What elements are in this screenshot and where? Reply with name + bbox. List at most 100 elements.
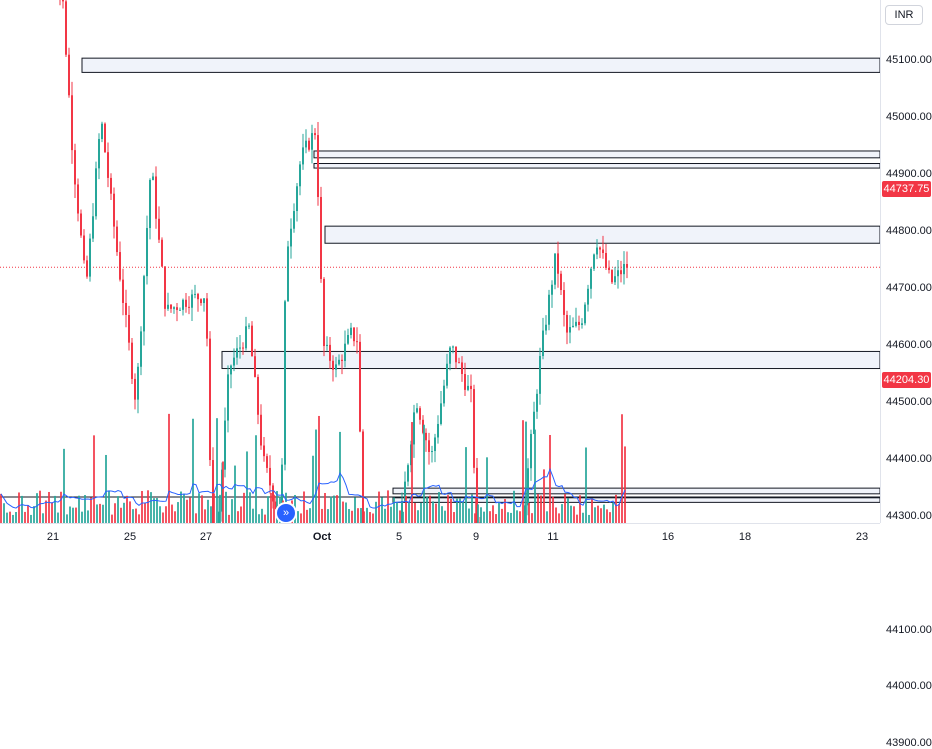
candle-body bbox=[209, 338, 211, 461]
volume-bar bbox=[375, 501, 377, 523]
volume-bar bbox=[147, 490, 149, 523]
candle-body bbox=[308, 140, 310, 150]
volume-bar bbox=[615, 494, 617, 523]
candle-body bbox=[539, 356, 541, 394]
volume-bar bbox=[561, 504, 563, 523]
volume-bar bbox=[396, 502, 398, 523]
volume-bar bbox=[414, 503, 416, 523]
volume-bar bbox=[120, 507, 122, 523]
candle-body bbox=[74, 150, 76, 185]
price-label: 45100.00 bbox=[886, 54, 932, 66]
price-label: 44500.00 bbox=[886, 395, 932, 408]
volume-bar bbox=[417, 510, 419, 523]
candle-body bbox=[614, 276, 616, 283]
volume-bar bbox=[450, 499, 452, 523]
volume-bar bbox=[306, 509, 308, 523]
candle-body bbox=[413, 412, 415, 445]
volume-bar bbox=[384, 508, 386, 523]
currency-button[interactable]: INR bbox=[885, 5, 923, 25]
volume-bar bbox=[504, 499, 506, 523]
volume-bar bbox=[60, 491, 62, 523]
candle-body bbox=[563, 290, 565, 315]
price-chart[interactable] bbox=[0, 0, 880, 523]
volume-bar bbox=[315, 429, 317, 523]
candle-body bbox=[203, 298, 205, 304]
volume-bar bbox=[207, 499, 209, 523]
candle-body bbox=[431, 451, 433, 453]
volume-bar bbox=[42, 513, 44, 523]
price-label: 44600.00 bbox=[886, 338, 932, 351]
candle-body bbox=[317, 135, 319, 197]
volume-bar bbox=[36, 493, 38, 523]
volume-bar bbox=[129, 501, 131, 523]
candle-body bbox=[356, 341, 358, 343]
supply-demand-zone bbox=[81, 57, 880, 73]
candle-body bbox=[620, 270, 622, 275]
volume-bar bbox=[27, 505, 29, 523]
candle-body bbox=[572, 325, 574, 328]
scroll-to-realtime-button[interactable]: » bbox=[275, 502, 297, 523]
candle-body bbox=[425, 432, 427, 441]
candle-body bbox=[191, 294, 193, 308]
volume-bar bbox=[378, 491, 380, 523]
volume-bar bbox=[186, 499, 188, 523]
volume-bar bbox=[477, 504, 479, 523]
volume-bar bbox=[588, 514, 590, 523]
volume-bar bbox=[606, 509, 608, 523]
chart-area[interactable]: » bbox=[0, 0, 880, 523]
volume-bar bbox=[492, 505, 494, 523]
volume-bar bbox=[309, 508, 311, 523]
candle-body bbox=[257, 376, 259, 415]
candle-body bbox=[188, 306, 190, 308]
price-label: 45000.00 bbox=[886, 110, 932, 123]
volume-bar bbox=[57, 512, 59, 523]
volume-bar bbox=[270, 492, 272, 523]
volume-bar bbox=[102, 504, 104, 523]
volume-bar bbox=[519, 511, 521, 523]
volume-bar bbox=[345, 502, 347, 523]
volume-bar bbox=[87, 510, 89, 523]
volume-bar bbox=[30, 514, 32, 523]
candle-body bbox=[533, 411, 535, 434]
volume-bar bbox=[63, 448, 65, 523]
volume-bar bbox=[141, 490, 143, 523]
price-scale[interactable]: INR 45100.00 45000.00 44900.00 44800.00 4470… bbox=[880, 0, 932, 749]
current-price-tag: 44737.75 bbox=[882, 181, 931, 197]
volume-moving-average bbox=[0, 467, 626, 509]
volume-bar bbox=[54, 495, 56, 523]
candle-body bbox=[284, 301, 286, 465]
candle-body bbox=[185, 299, 187, 307]
time-label: 23 bbox=[855, 531, 869, 543]
candle-body bbox=[527, 468, 529, 506]
volume-bar bbox=[303, 491, 305, 523]
volume-bar bbox=[213, 493, 215, 523]
candle-body bbox=[446, 363, 448, 386]
price-label: 44800.00 bbox=[886, 224, 932, 237]
volume-bar bbox=[348, 509, 350, 523]
candle-body bbox=[542, 330, 544, 357]
candle-body bbox=[605, 252, 607, 268]
volume-bar bbox=[198, 493, 200, 523]
volume-bar bbox=[168, 413, 170, 523]
candle-body bbox=[440, 403, 442, 424]
candle-body bbox=[611, 270, 613, 283]
candle-body bbox=[455, 346, 457, 363]
candle-body bbox=[296, 186, 298, 212]
candle-body bbox=[251, 325, 253, 357]
price-label: 44300.00 bbox=[886, 509, 932, 522]
volume-bar bbox=[522, 420, 524, 523]
volume-bar bbox=[516, 510, 518, 523]
volume-bar bbox=[159, 506, 161, 523]
price-label: 43900.00 bbox=[886, 737, 932, 749]
volume-bar bbox=[12, 514, 14, 523]
volume-bar bbox=[405, 495, 407, 523]
candle-body bbox=[536, 393, 538, 412]
candle-body bbox=[128, 314, 130, 343]
candle-body bbox=[155, 176, 157, 219]
volume-bar bbox=[513, 490, 515, 523]
candle-body bbox=[314, 133, 316, 136]
candle-body bbox=[122, 279, 124, 303]
time-scale[interactable]: 21 25 27 Oct 5 9 11 16 18 23 bbox=[0, 523, 880, 551]
price-label: 44700.00 bbox=[886, 281, 932, 294]
volume-bar bbox=[192, 418, 194, 523]
